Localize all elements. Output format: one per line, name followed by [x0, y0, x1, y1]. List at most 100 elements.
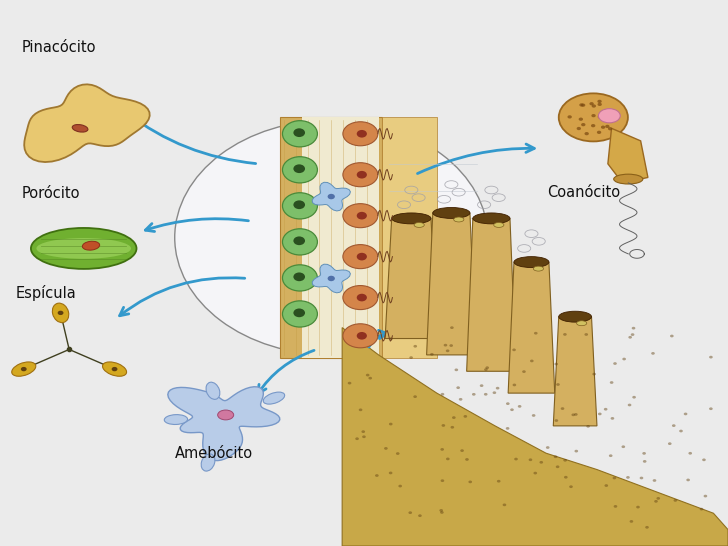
- Circle shape: [384, 447, 388, 450]
- Circle shape: [585, 333, 588, 336]
- Circle shape: [561, 407, 564, 410]
- Circle shape: [651, 352, 654, 355]
- Circle shape: [628, 336, 632, 339]
- Text: Porócito: Porócito: [22, 186, 80, 200]
- Circle shape: [175, 120, 488, 355]
- Circle shape: [443, 344, 447, 347]
- Circle shape: [493, 391, 496, 394]
- Circle shape: [585, 132, 589, 135]
- Ellipse shape: [357, 212, 367, 219]
- Circle shape: [440, 511, 443, 514]
- Ellipse shape: [293, 164, 305, 173]
- Ellipse shape: [494, 222, 504, 227]
- Polygon shape: [167, 387, 280, 461]
- Circle shape: [614, 505, 617, 508]
- Circle shape: [630, 520, 633, 523]
- Circle shape: [464, 415, 467, 418]
- Ellipse shape: [534, 266, 544, 271]
- Circle shape: [605, 124, 609, 128]
- Circle shape: [574, 450, 578, 453]
- Ellipse shape: [343, 286, 378, 310]
- Circle shape: [670, 335, 673, 337]
- Circle shape: [111, 367, 117, 371]
- Circle shape: [632, 327, 636, 330]
- Circle shape: [534, 472, 537, 474]
- Circle shape: [414, 345, 417, 348]
- Circle shape: [539, 461, 543, 464]
- Circle shape: [689, 452, 692, 455]
- Circle shape: [597, 130, 601, 134]
- Circle shape: [645, 526, 649, 529]
- Circle shape: [591, 124, 596, 127]
- Circle shape: [702, 459, 705, 461]
- Circle shape: [571, 413, 575, 416]
- Circle shape: [643, 460, 646, 463]
- Polygon shape: [508, 262, 555, 393]
- Circle shape: [598, 115, 602, 118]
- Circle shape: [418, 514, 422, 517]
- Circle shape: [468, 480, 472, 483]
- Circle shape: [657, 497, 660, 500]
- Circle shape: [497, 480, 501, 483]
- Ellipse shape: [282, 157, 317, 183]
- Circle shape: [389, 472, 392, 474]
- Circle shape: [409, 356, 413, 359]
- Circle shape: [472, 393, 475, 396]
- Circle shape: [530, 360, 534, 363]
- Circle shape: [554, 363, 558, 365]
- Circle shape: [606, 117, 611, 120]
- Circle shape: [604, 484, 608, 487]
- Circle shape: [628, 403, 631, 406]
- Ellipse shape: [414, 223, 424, 227]
- Circle shape: [502, 503, 506, 506]
- Circle shape: [459, 398, 462, 401]
- Circle shape: [563, 333, 566, 336]
- Circle shape: [389, 337, 393, 340]
- Circle shape: [586, 425, 590, 428]
- Ellipse shape: [558, 93, 628, 141]
- Circle shape: [668, 442, 672, 445]
- Circle shape: [590, 102, 594, 105]
- Circle shape: [640, 477, 644, 479]
- Circle shape: [510, 408, 514, 411]
- Circle shape: [684, 413, 687, 416]
- Ellipse shape: [328, 276, 335, 281]
- Circle shape: [446, 349, 449, 352]
- Circle shape: [709, 407, 713, 410]
- Ellipse shape: [577, 321, 587, 325]
- Ellipse shape: [559, 311, 591, 322]
- Circle shape: [361, 430, 365, 433]
- Ellipse shape: [432, 207, 470, 218]
- Circle shape: [518, 405, 521, 408]
- Ellipse shape: [357, 332, 367, 340]
- Text: Pinacócito: Pinacócito: [22, 40, 96, 55]
- Circle shape: [567, 115, 571, 118]
- Ellipse shape: [31, 228, 136, 269]
- Circle shape: [366, 373, 370, 376]
- Ellipse shape: [293, 272, 305, 281]
- Circle shape: [574, 413, 577, 416]
- Ellipse shape: [293, 128, 305, 137]
- Circle shape: [630, 333, 634, 336]
- Circle shape: [484, 368, 488, 371]
- Circle shape: [513, 384, 516, 387]
- Circle shape: [555, 419, 558, 422]
- Circle shape: [522, 370, 526, 373]
- Ellipse shape: [614, 174, 643, 184]
- Circle shape: [564, 476, 568, 479]
- Circle shape: [604, 408, 607, 411]
- Ellipse shape: [282, 301, 317, 327]
- Ellipse shape: [282, 265, 317, 291]
- Circle shape: [556, 383, 560, 386]
- Circle shape: [442, 424, 446, 427]
- Circle shape: [480, 384, 483, 387]
- Circle shape: [506, 402, 510, 405]
- Ellipse shape: [72, 124, 88, 132]
- Circle shape: [375, 474, 379, 477]
- Ellipse shape: [343, 122, 378, 146]
- Ellipse shape: [514, 257, 549, 268]
- Circle shape: [452, 416, 456, 419]
- Polygon shape: [385, 218, 438, 339]
- Ellipse shape: [12, 362, 36, 376]
- Circle shape: [440, 509, 443, 512]
